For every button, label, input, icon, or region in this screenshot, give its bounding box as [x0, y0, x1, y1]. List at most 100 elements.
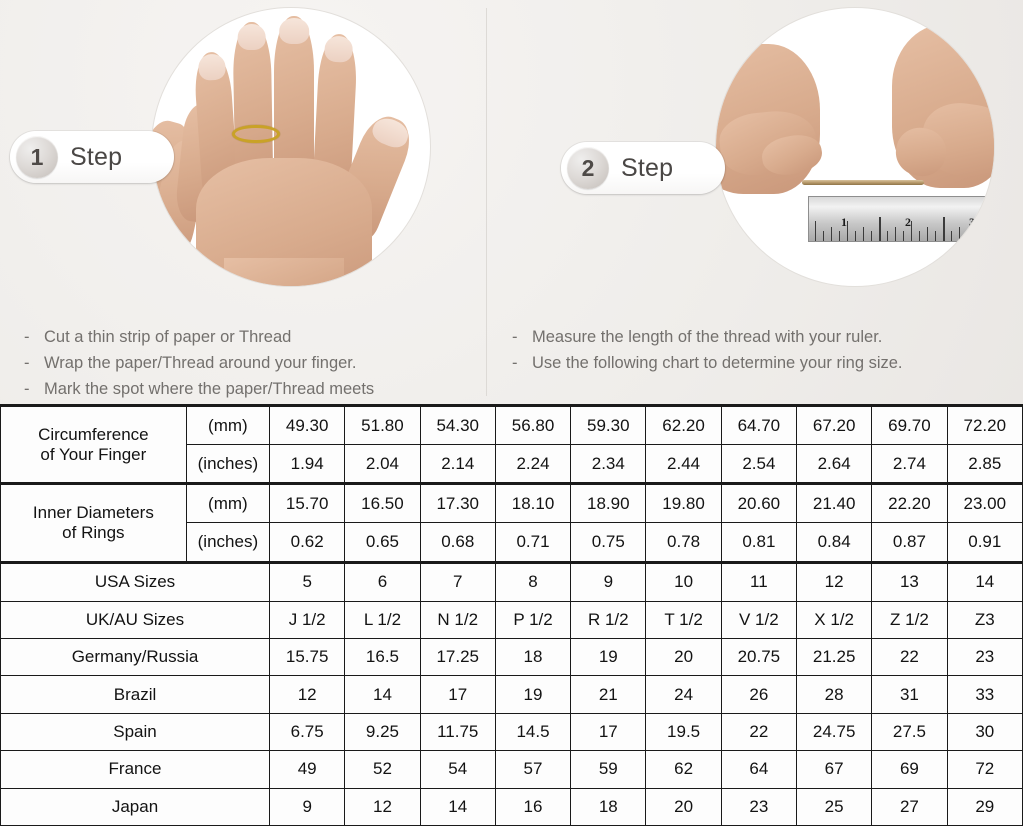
instruction-area: 1 2 3 1 Step 2 Step - Cut a thin strip o… [0, 0, 1023, 404]
cell: 27 [871, 787, 948, 826]
instruction-line: - Mark the spot where the paper/Thread m… [24, 376, 374, 402]
cell: 24.75 [795, 712, 873, 752]
hand-with-ring-illustration [152, 8, 430, 286]
row-header-line-1: Circumference [38, 424, 149, 444]
table-row: Inner Diameters of Rings (mm) 15.70 16.5… [0, 482, 1023, 563]
cell: T 1/2 [645, 600, 722, 640]
cell: 20 [645, 638, 722, 677]
unit-cell-mm: (mm) [185, 403, 271, 446]
table-row: Circumference of Your Finger (mm) 49.30 … [0, 403, 1023, 485]
cell: 20.75 [720, 638, 798, 677]
bullet-dash: - [512, 354, 518, 372]
cell: 0.84 [795, 522, 873, 563]
thread [802, 180, 924, 185]
cell: 72 [946, 750, 1023, 789]
cell: 21.25 [795, 638, 873, 677]
cell: 18 [570, 787, 647, 826]
cell: 9.25 [344, 712, 421, 752]
cell: N 1/2 [419, 600, 496, 640]
hands-measuring-thread-illustration: 1 2 3 [716, 8, 994, 286]
cell: 49.30 [269, 403, 346, 446]
cell: 21.40 [795, 482, 873, 524]
step-2-label: Step [621, 153, 674, 182]
step-2-instruction-list: - Measure the length of the thread with … [512, 324, 903, 376]
cell: 23.00 [946, 482, 1023, 524]
cell: 9 [269, 787, 346, 826]
cell: 2.54 [720, 444, 798, 485]
cell: 33 [946, 675, 1023, 714]
fingernail [369, 113, 412, 152]
cell: 2.14 [419, 444, 496, 485]
table-body: Circumference of Your Finger (mm) 49.30 … [0, 403, 1023, 826]
bullet-dash: - [24, 328, 30, 346]
cell: 12 [795, 560, 873, 602]
cell: 54 [419, 750, 496, 789]
row-header-japan: Japan [0, 787, 271, 826]
cell: 54.30 [419, 403, 496, 446]
table-row: (inches) 0.62 0.65 0.68 0.71 0.75 0.78 0… [1, 522, 1023, 563]
cell: 1.94 [269, 444, 346, 485]
cell: 24 [645, 675, 722, 714]
cell: 51.80 [344, 403, 421, 446]
cell: 0.91 [946, 522, 1023, 563]
instruction-line: - Wrap the paper/Thread around your fing… [24, 350, 374, 376]
cell: 64.70 [720, 403, 798, 446]
cell: 0.87 [871, 522, 948, 563]
step-2-badge-pill: 2 Step [561, 142, 725, 194]
cell: 16.5 [344, 638, 421, 677]
cell: 6 [344, 560, 421, 602]
fingernail [237, 23, 267, 51]
cell: 64 [720, 750, 798, 789]
cell: 26 [720, 675, 798, 714]
cell: 62 [645, 750, 722, 789]
table-row: Brazil 12 14 17 19 21 24 26 28 31 33 [0, 675, 1023, 714]
table-row: Germany/Russia 15.75 16.5 17.25 18 19 20… [0, 638, 1023, 677]
cell: 59 [570, 750, 647, 789]
table-row: Spain 6.75 9.25 11.75 14.5 17 19.5 22 24… [0, 712, 1023, 752]
bullet-dash: - [24, 354, 30, 372]
step-1-photo [152, 8, 430, 286]
cell: 22.20 [871, 482, 948, 524]
bullet-dash: - [24, 380, 30, 398]
cell: 19.80 [645, 482, 722, 524]
cell: 23 [946, 638, 1023, 677]
cell: 25 [795, 787, 873, 826]
cell: 15.75 [269, 638, 346, 677]
cell: Z 1/2 [871, 600, 948, 640]
row-header-spain: Spain [0, 712, 271, 752]
cell: 29 [946, 787, 1023, 826]
cell: 9 [570, 560, 647, 602]
instruction-line: - Measure the length of the thread with … [512, 324, 903, 350]
cell: 12 [269, 675, 346, 714]
step-2-number: 2 [567, 147, 609, 189]
ruler-mark-1: 1 [841, 215, 847, 229]
cell: 2.44 [645, 444, 722, 485]
cell: 69 [871, 750, 948, 789]
cell: 19 [494, 675, 572, 714]
cell: 18.90 [570, 482, 647, 524]
cell: 49 [269, 750, 346, 789]
table-row: USA Sizes 5 6 7 8 9 10 11 12 13 14 [0, 560, 1023, 602]
cell: 67 [795, 750, 873, 789]
row-header-uk-au-sizes: UK/AU Sizes [0, 600, 271, 640]
row-header-inner-diameter: Inner Diameters of Rings [0, 482, 187, 563]
size-conversion-table: Circumference of Your Finger (mm) 49.30 … [0, 403, 1023, 826]
cell: 0.75 [570, 522, 647, 563]
step-2-photo: 1 2 3 [716, 8, 994, 286]
cell: 11.75 [419, 712, 496, 752]
cell: 13 [871, 560, 948, 602]
ring-size-chart: Circumference of Your Finger (mm) 49.30 … [0, 403, 1023, 826]
table-row: Japan 9 12 14 16 18 20 23 25 27 29 [0, 787, 1023, 826]
cell: 57 [494, 750, 572, 789]
cell: 14 [419, 787, 496, 826]
unit-cell-inches: (inches) [185, 522, 271, 563]
cell: 62.20 [645, 403, 722, 446]
cell: 2.24 [494, 444, 572, 485]
table-row: (inches) 1.94 2.04 2.14 2.24 2.34 2.44 2… [1, 444, 1023, 485]
cell: 14 [946, 560, 1023, 602]
cell: 16.50 [344, 482, 421, 524]
cell: L 1/2 [344, 600, 421, 640]
row-header-usa-sizes: USA Sizes [0, 560, 271, 602]
cell: 0.62 [269, 522, 346, 563]
